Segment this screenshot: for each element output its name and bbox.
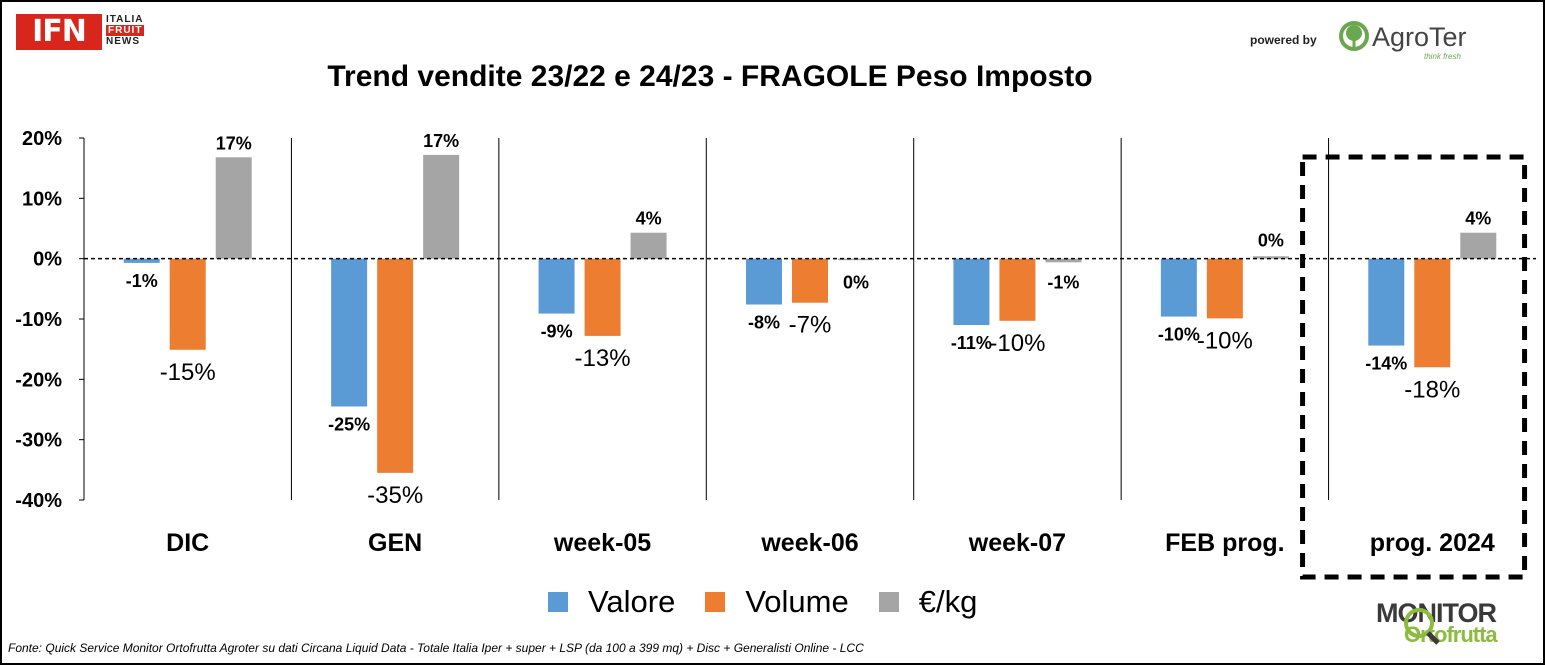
bar-valore-gen	[331, 258, 368, 407]
x-category-label: week-07	[968, 529, 1066, 557]
x-category-label: GEN	[368, 529, 422, 557]
bar-valore-febprog	[1160, 258, 1197, 317]
x-category-label: week-06	[760, 529, 858, 557]
data-label: -8%	[748, 313, 780, 333]
data-label: 17%	[423, 131, 459, 151]
monitor-logo-top: MONITOR	[1376, 598, 1497, 628]
data-label: -10%	[1158, 325, 1200, 345]
bar-chart: 20% 10% 0% -10% -20% -30% -40% -1% -15% 17% DIC -25…	[15, 128, 1536, 580]
bar-volume-week05	[584, 258, 621, 336]
legend-item-volume: Volume	[705, 584, 849, 620]
x-category-label: week-05	[553, 529, 651, 557]
source-footnote: Fonte: Quick Service Monitor Ortofrutta …	[8, 641, 864, 655]
bar-volume-gen	[377, 258, 414, 473]
bar-volume-dic	[169, 258, 206, 350]
data-label: -13%	[575, 345, 631, 372]
tree-icon	[1339, 21, 1369, 51]
y-tick-label: 10%	[22, 188, 62, 210]
agroter-name: AgroTer	[1372, 22, 1467, 52]
x-category-label: FEB prog.	[1165, 529, 1284, 557]
bar-kg-gen	[423, 154, 460, 259]
ifn-logo-line1: ITALIA	[106, 14, 144, 25]
bar-kg-febprog	[1252, 256, 1289, 259]
monitor-ortofrutta-logo: MONITOR Ortofrutta	[1376, 598, 1536, 650]
data-label: -15%	[160, 359, 216, 386]
legend-label-volume: Volume	[745, 584, 849, 619]
legend-item-valore: Valore	[548, 584, 675, 620]
legend-swatch-eur-kg	[878, 592, 899, 612]
bar-valore-prog2024	[1368, 258, 1405, 346]
legend-swatch-valore	[548, 592, 568, 612]
x-category-label: DIC	[166, 529, 209, 557]
agroter-logo: AgroTer think fresh	[1338, 20, 1478, 61]
bar-volume-prog2024	[1414, 258, 1451, 368]
data-label: -18%	[1404, 376, 1460, 403]
y-tick-label: 20%	[22, 128, 62, 150]
x-category-label: prog. 2024	[1370, 529, 1495, 557]
powered-by-label: powered by	[1250, 33, 1317, 47]
data-label: 4%	[636, 209, 662, 229]
bar-valore-week07	[953, 258, 990, 326]
data-label: 0%	[1258, 231, 1284, 251]
chart-legend: Valore Volume €/kg	[548, 582, 1007, 622]
y-tick-label: -20%	[15, 369, 62, 391]
bar-kg-prog2024	[1460, 232, 1497, 259]
data-label: 0%	[843, 273, 869, 293]
data-label: -1%	[1047, 273, 1079, 293]
data-label: -11%	[951, 333, 992, 353]
ifn-logo-line3: NEWS	[106, 36, 140, 47]
y-tick-label: 0%	[33, 249, 62, 271]
bar-kg-week05	[630, 232, 667, 259]
legend-label-eur-kg: €/kg	[918, 584, 978, 619]
ifn-logo-text: ITALIA FRUIT NEWS	[106, 14, 145, 47]
y-tick-label: -40%	[15, 490, 62, 512]
data-label: -9%	[541, 322, 573, 342]
legend-item-eur-kg: €/kg	[878, 584, 978, 620]
ifn-logo-line2: FRUIT	[106, 25, 145, 36]
data-label: -10%	[989, 330, 1045, 357]
data-label: 17%	[216, 133, 252, 153]
data-label: -25%	[328, 414, 370, 434]
bar-valore-dic	[123, 258, 160, 263]
bar-valore-week05	[538, 258, 575, 314]
bar-volume-febprog	[1206, 258, 1243, 319]
y-tick-label: -10%	[15, 309, 62, 331]
data-label: -10%	[1197, 327, 1253, 354]
data-label: -35%	[367, 482, 423, 509]
bar-volume-week06	[792, 258, 828, 303]
data-label: 4%	[1465, 209, 1491, 229]
data-label: -1%	[126, 271, 158, 291]
legend-swatch-volume	[705, 592, 726, 612]
bar-volume-week07	[999, 258, 1036, 321]
magnifier-icon	[1404, 608, 1440, 645]
bar-kg-week07	[1045, 258, 1082, 263]
data-label: -14%	[1365, 354, 1407, 374]
legend-label-valore: Valore	[588, 584, 676, 619]
bar-valore-week06	[746, 258, 782, 305]
data-label: -7%	[789, 312, 832, 339]
y-tick-label: -30%	[15, 430, 62, 452]
ifn-logo-abbr: IFN	[16, 14, 102, 50]
bar-kg-dic	[215, 157, 252, 259]
ifn-logo: IFN ITALIA FRUIT NEWS	[16, 14, 166, 54]
chart-title: Trend vendite 23/22 e 24/23 - FRAGOLE Pe…	[327, 60, 1093, 93]
agroter-tagline: think fresh	[1424, 52, 1461, 61]
